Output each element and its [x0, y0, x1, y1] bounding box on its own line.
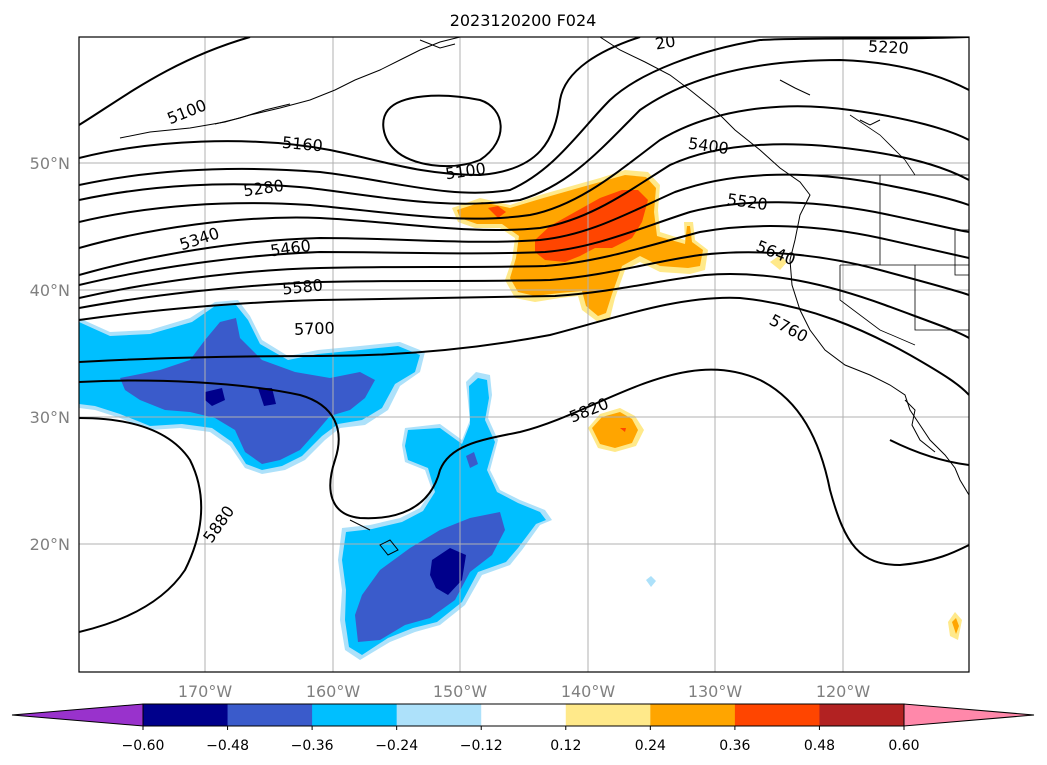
lon-label: 160°W [306, 682, 361, 701]
colorbar-tick-label: 0.12 [550, 738, 581, 754]
borders [805, 114, 969, 346]
colorbar-segment [143, 704, 229, 726]
contour-5460 [79, 173, 969, 276]
contour-label: 5700 [294, 318, 335, 338]
contour-label: 5220 [868, 37, 910, 58]
colorbar-segment [734, 704, 820, 726]
contour-label: 5160 [281, 133, 323, 155]
colorbar-tick-label: −0.36 [291, 738, 334, 754]
colorbar-frame [142, 703, 905, 727]
colorbar-tick-label: −0.12 [460, 738, 503, 754]
contour-5580 [79, 225, 969, 299]
positive-anomaly-east-small [588, 408, 644, 452]
colorbar-tick-label: 0.36 [719, 738, 750, 754]
colorbar-extend-low [11, 703, 144, 727]
colorbar-segment [481, 704, 567, 726]
contour-5880-east [889, 439, 969, 466]
contour-5400 [79, 143, 969, 249]
colorbar-segment [650, 704, 736, 726]
colorbar-tick-label: 0.60 [888, 738, 919, 754]
lat-label: 50°N [30, 154, 70, 173]
colorbar [11, 703, 1035, 727]
contour-5280 [79, 58, 969, 205]
height-contours [79, 37, 969, 633]
map-frame [78, 36, 970, 673]
contour-5100-closed [382, 94, 502, 167]
latitude-labels: 50°N 40°N 30°N 20°N [30, 154, 70, 554]
map-area: 5100 5100 5160 5220 5280 5340 5400 5460 … [79, 31, 969, 672]
longitude-labels: 170°W 160°W 150°W 140°W 130°W 120°W [178, 682, 871, 701]
contour-5760 [79, 296, 969, 396]
coastlines [119, 37, 969, 556]
lat-label: 30°N [30, 408, 70, 427]
contour-label: 20 [654, 31, 677, 53]
contour-5820 [79, 368, 969, 567]
colorbar-segment [819, 704, 905, 726]
map-title: 2023120200 F024 [450, 11, 597, 30]
colorbar-tick-label: 0.48 [804, 738, 835, 754]
lon-label: 130°W [688, 682, 743, 701]
colorbar-segment [565, 704, 651, 726]
colorbar-tick-label: −0.60 [122, 738, 165, 754]
colorbar-ticks: −0.60 −0.48 −0.36 −0.24 −0.12 0.12 0.24 0.36 0.4… [122, 726, 920, 754]
colorbar-extend-high [903, 703, 1035, 727]
colorbar-segment [227, 704, 313, 726]
contour-5520 [79, 201, 969, 286]
contour-5640 [79, 251, 969, 309]
colorbar-segment [312, 704, 398, 726]
lon-label: 150°W [433, 682, 488, 701]
lon-label: 170°W [178, 682, 233, 701]
contour-label: 5580 [281, 275, 323, 298]
lat-label: 40°N [30, 281, 70, 300]
colorbar-tick-label: −0.48 [206, 738, 249, 754]
contour-5160 [79, 37, 641, 177]
contour-5100-west [79, 37, 251, 126]
lon-label: 140°W [561, 682, 616, 701]
colorbar-tick-label: 0.24 [635, 738, 666, 754]
lon-label: 120°W [816, 682, 871, 701]
colorbar-segment [396, 704, 482, 726]
lat-label: 20°N [30, 535, 70, 554]
colorbar-tick-label: −0.24 [375, 738, 418, 754]
contour-5220 [79, 37, 969, 194]
contour-5340 [79, 105, 969, 223]
contour-5700 [79, 273, 969, 339]
contour-5880 [79, 417, 203, 633]
